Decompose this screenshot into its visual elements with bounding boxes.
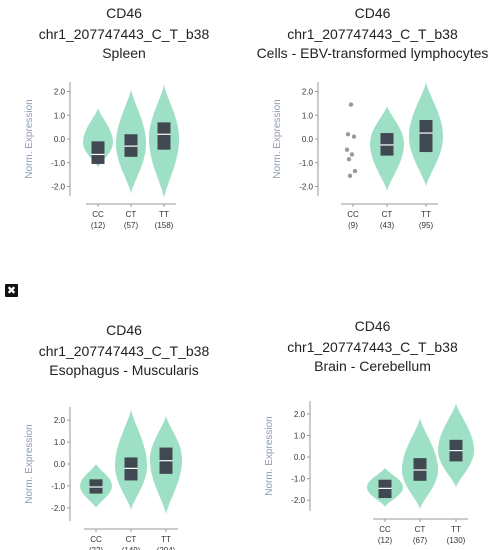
chart-title: CD46 (106, 5, 142, 21)
y-tick-label: -1.0 (51, 159, 65, 168)
data-point (346, 156, 352, 162)
chart-subtitle: chr1_207747443_C_T_b38 (287, 26, 458, 42)
x-category-label: CT (415, 525, 426, 534)
data-point (344, 147, 350, 152)
x-count-label: (57) (124, 221, 139, 230)
violin-chart-esophagus-muscularis: CD46 chr1_207747443_C_T_b38 Esophagus - Mu… (0, 315, 248, 550)
y-axis-label: Norm. Expression (24, 424, 35, 503)
violin-chart-ebv-lymphocytes: CD46 chr1_207747443_C_T_b38 Cells - EBV-tr… (248, 0, 497, 240)
x-category-label: CT (382, 210, 393, 219)
x-category-label: TT (421, 210, 431, 219)
y-tick-label: 0.0 (54, 460, 66, 469)
x-category-label: CC (379, 525, 391, 534)
y-tick-label: -1.0 (299, 159, 313, 168)
chart-tissue-title: Spleen (102, 45, 146, 61)
y-axis-label: Norm. Expression (264, 416, 275, 495)
close-button[interactable]: ✖ (5, 284, 18, 297)
x-count-label: (43) (380, 221, 395, 230)
data-point (348, 102, 354, 107)
chart-tissue-title: Cells - EBV-transformed lymphocytes (257, 45, 489, 61)
y-tick-label: 0.0 (294, 453, 306, 462)
chart-title: CD46 (355, 5, 391, 21)
iqr-box (157, 122, 171, 150)
chart-tissue-title: Brain - Cerebellum (314, 358, 431, 374)
chart-svg: CD46 chr1_207747443_C_T_b38 Esophagus - Mu… (24, 322, 210, 550)
x-category-label: CC (90, 535, 102, 544)
x-category-label: TT (161, 535, 171, 544)
y-axis-label: Norm. Expression (272, 99, 283, 178)
violin-chart-spleen: CD46 chr1_207747443_C_T_b38 Spleen 2.0 1.0 0.… (0, 0, 248, 240)
y-tick-label: 0.0 (54, 135, 66, 144)
x-category-label: TT (159, 210, 169, 219)
y-tick-label: 2.0 (54, 88, 66, 97)
chart-subtitle: chr1_207747443_C_T_b38 (39, 26, 210, 42)
x-count-label: (158) (155, 221, 174, 230)
x-category-label: CC (92, 210, 104, 219)
data-point (349, 152, 355, 157)
x-category-label: TT (451, 525, 461, 534)
chart-title: CD46 (106, 322, 142, 338)
chart-subtitle: chr1_207747443_C_T_b38 (39, 343, 210, 359)
x-count-label: (67) (413, 536, 428, 545)
y-tick-label: 1.0 (54, 438, 66, 447)
x-category-label: CT (126, 210, 137, 219)
data-point (347, 173, 353, 179)
y-tick-label: -2.0 (291, 496, 305, 505)
chart-subtitle: chr1_207747443_C_T_b38 (287, 339, 458, 355)
x-category-label: CC (347, 210, 359, 219)
close-icon: ✖ (6, 284, 17, 297)
x-count-label: (130) (447, 536, 466, 545)
y-tick-label: 2.0 (54, 416, 66, 425)
x-count-label: (12) (378, 536, 393, 545)
y-axis-label: Norm. Expression (24, 99, 35, 178)
y-tick-label: -1.0 (51, 482, 65, 491)
y-tick-label: -2.0 (51, 183, 65, 192)
chart-svg: CD46 chr1_207747443_C_T_b38 Cells - EBV-tr… (257, 5, 489, 230)
data-point (351, 134, 357, 139)
y-tick-label: 0.0 (302, 135, 314, 144)
y-tick-label: 1.0 (294, 432, 306, 441)
chart-svg: CD46 chr1_207747443_C_T_b38 Brain - Cerebe… (264, 318, 474, 545)
y-tick-label: 1.0 (54, 111, 66, 120)
chart-tissue-title: Esophagus - Muscularis (49, 362, 198, 378)
y-tick-label: 1.0 (302, 111, 314, 120)
y-tick-label: -1.0 (291, 475, 305, 484)
data-point (345, 132, 351, 137)
iqr-box (419, 120, 433, 153)
y-tick-label: 2.0 (302, 88, 314, 97)
x-count-label: (9) (348, 221, 358, 230)
iqr-box (91, 141, 105, 164)
x-count-label: (22) (89, 546, 104, 550)
chart-svg: CD46 chr1_207747443_C_T_b38 Spleen 2.0 1.0 0.… (24, 5, 210, 230)
y-tick-label: 2.0 (294, 410, 306, 419)
violin-chart-brain-cerebellum: CD46 chr1_207747443_C_T_b38 Brain - Cerebe… (248, 315, 497, 550)
data-point (352, 168, 358, 174)
y-tick-label: -2.0 (51, 504, 65, 513)
x-count-label: (294) (157, 546, 176, 550)
x-category-label: CT (126, 535, 137, 544)
x-count-label: (149) (122, 546, 141, 550)
x-count-label: (95) (419, 221, 434, 230)
y-tick-label: -2.0 (299, 183, 313, 192)
chart-title: CD46 (355, 318, 391, 334)
violin-shape (83, 108, 113, 168)
x-count-label: (12) (91, 221, 106, 230)
